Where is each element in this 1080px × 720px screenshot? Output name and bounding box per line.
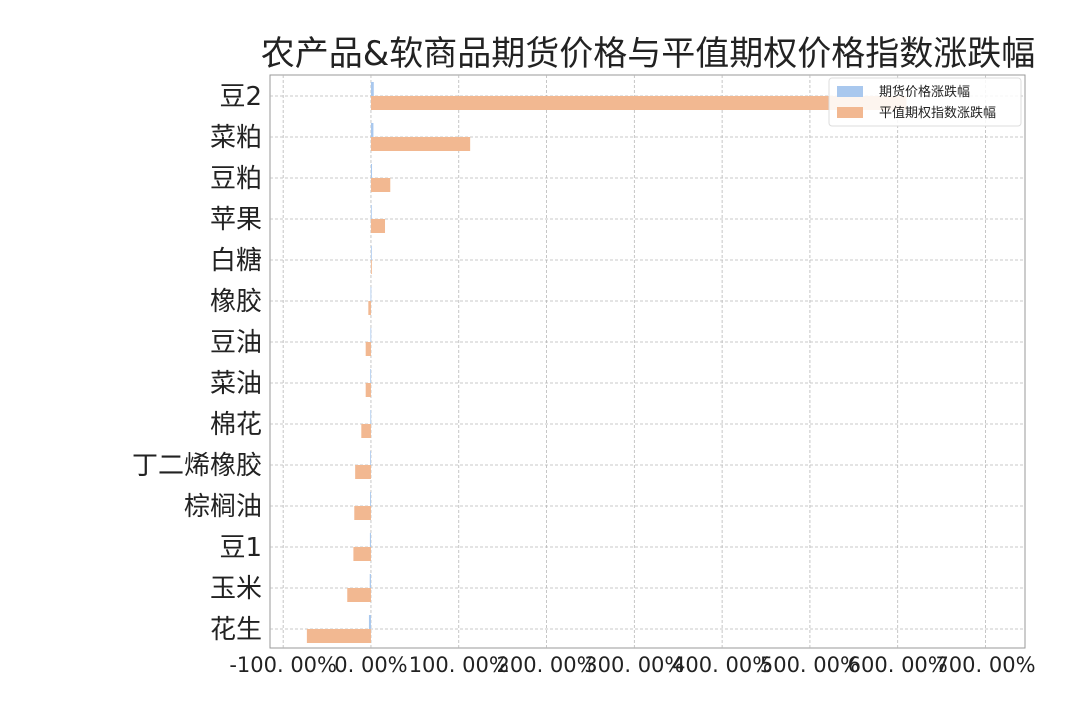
- bar-option-index: [370, 178, 391, 192]
- category-label: 豆1: [219, 533, 262, 563]
- bar-futures: [370, 410, 372, 424]
- bar-futures: [368, 615, 371, 629]
- category-label: 玉米: [210, 574, 262, 604]
- bar-futures: [370, 492, 371, 506]
- bar-option-index: [370, 96, 907, 110]
- category-label: 菜粕: [210, 123, 262, 153]
- grid-lines: [270, 75, 1025, 648]
- bar-option-index: [365, 383, 371, 397]
- chart-title: 农产品&软商品期货价格与平值期权价格指数涨跌幅: [261, 34, 1036, 74]
- bar-futures: [370, 164, 373, 178]
- x-tick-label: -100. 00%: [229, 653, 337, 677]
- x-tick-label: 700. 00%: [935, 653, 1035, 677]
- bar-futures: [370, 82, 374, 96]
- bar-option-index: [306, 629, 371, 643]
- bar-option-index: [370, 260, 372, 274]
- x-tick-label: 0. 00%: [334, 653, 407, 677]
- bar-option-index: [365, 342, 371, 356]
- x-tick-label: 300. 00%: [584, 653, 684, 677]
- legend-box: [828, 77, 1022, 127]
- category-label: 棕榈油: [184, 492, 262, 522]
- category-label: 丁二烯橡胶: [132, 451, 262, 481]
- bar-futures: [370, 246, 372, 260]
- bar-futures: [369, 574, 371, 588]
- bars: [306, 82, 907, 643]
- bar-futures: [370, 451, 371, 465]
- legend-swatch: [837, 86, 863, 97]
- bar-option-index: [355, 465, 371, 479]
- bar-option-index: [368, 301, 371, 315]
- bar-option-index: [370, 137, 471, 151]
- bar-option-index: [370, 219, 386, 233]
- x-tick-label: 100. 00%: [409, 653, 509, 677]
- bar-futures: [370, 328, 372, 342]
- legend-label: 平值期权指数涨跌幅: [879, 105, 996, 121]
- bar-futures: [370, 123, 374, 137]
- category-label: 豆油: [210, 328, 262, 358]
- category-label: 菜油: [210, 369, 262, 399]
- bar-futures: [370, 287, 372, 301]
- legend-swatch: [837, 107, 863, 118]
- category-label: 白糖: [210, 246, 262, 276]
- x-tick-label: 400. 00%: [672, 653, 772, 677]
- bar-option-index: [361, 424, 371, 438]
- bar-option-index: [347, 588, 371, 602]
- bar-futures: [369, 533, 371, 547]
- bar-futures: [370, 205, 372, 219]
- bar-option-index: [354, 506, 371, 520]
- category-label: 橡胶: [210, 287, 262, 317]
- x-tick-label: 600. 00%: [848, 653, 948, 677]
- category-label: 棉花: [210, 410, 262, 440]
- category-label: 苹果: [210, 205, 262, 235]
- x-tick-label: 200. 00%: [496, 653, 596, 677]
- legend-label: 期货价格涨跌幅: [879, 84, 970, 100]
- bar-futures: [370, 369, 372, 383]
- x-tick-label: 500. 00%: [760, 653, 860, 677]
- category-label: 豆2: [219, 82, 262, 112]
- x-tick-labels: -100. 00%0. 00% 100. 00%200. 00%300. 00%4…: [229, 653, 1035, 677]
- category-label: 花生: [210, 615, 262, 645]
- category-label: 豆粕: [210, 164, 262, 194]
- plot-area: [269, 74, 1026, 649]
- bar-option-index: [353, 547, 371, 561]
